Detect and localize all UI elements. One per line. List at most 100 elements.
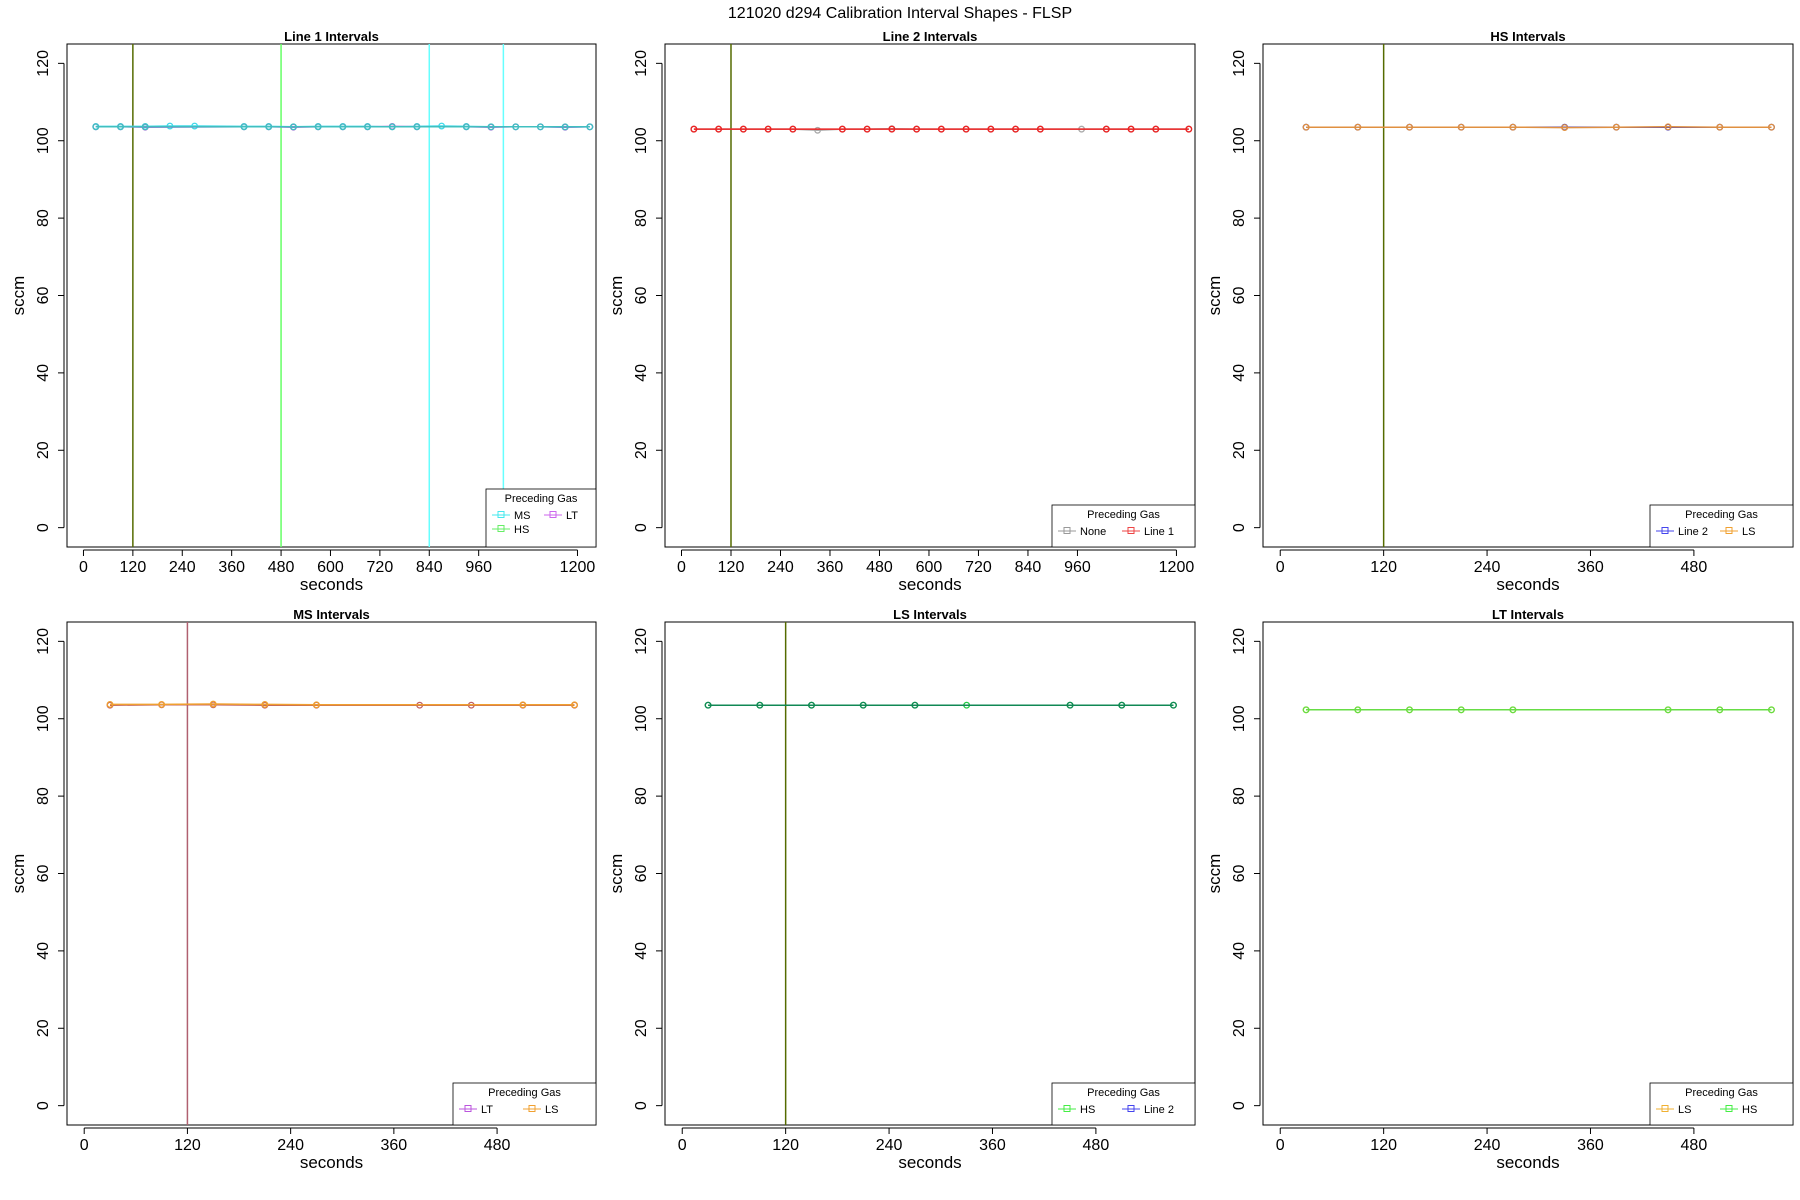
data-point [209,700,217,708]
y-tick-label: 80 [1231,787,1248,805]
legend-box [1649,1082,1794,1126]
panel-6: LT Intervals 0 120 240 360 480 seconds 0 20 40 60 8… [1205,607,1794,1172]
legend-swatch-marker [1725,527,1733,534]
data-point [808,701,815,709]
plot-frame [664,621,1196,1126]
y-tick-label: 60 [1231,865,1248,883]
x-tick-label: 120 [1370,1137,1397,1154]
legend-swatch-marker [549,511,557,518]
x-tick-label: 480 [866,559,893,576]
x-tick-label: 120 [174,1137,201,1154]
legend-entry-label: Line 1 [1144,526,1174,538]
legend-swatch-marker [528,1105,536,1112]
panel-4: MS Intervals 0 120 240 360 480 seconds 0 20 40 60 8… [9,607,597,1172]
x-tick-label: 360 [1577,1137,1604,1154]
x-tick-label: 480 [1681,1137,1708,1154]
data-point [117,123,124,131]
y-tick-label: 60 [35,287,52,305]
data-point [519,701,527,709]
legend-swatch-marker [1063,1105,1071,1112]
data-point [462,123,470,131]
data-point [1768,123,1775,131]
x-tick-label: 240 [1474,1137,1501,1154]
y-tick-label: 0 [633,1101,650,1110]
data-point [141,123,149,131]
data-point [715,125,723,133]
y-tick-label: 120 [633,628,650,655]
data-point [859,701,867,709]
y-tick-label: 100 [633,705,650,732]
x-tick-label: 360 [1577,559,1604,576]
data-point [888,125,896,133]
x-tick-label: 240 [876,1137,903,1154]
y-axis-label: sccm [607,276,626,316]
data-point [261,700,269,708]
plot-frame [66,43,597,548]
x-tick-label: 720 [367,559,394,576]
y-axis-label: sccm [1205,276,1224,316]
x-tick-label: 0 [678,1137,687,1154]
data-point [314,123,322,131]
legend-box [1051,504,1196,548]
panel-5: LS Intervals 0 120 240 360 480 seconds 0 20 40 60 8… [607,607,1196,1172]
data-point [487,123,495,131]
x-tick-label: 480 [1083,1137,1110,1154]
data-point [814,126,822,134]
y-tick-label: 40 [1231,942,1248,960]
series-ls [106,700,578,709]
x-tick-label: 360 [817,559,844,576]
y-axis-label: sccm [9,276,28,316]
data-point [1102,125,1110,133]
y-tick-label: 0 [1231,1101,1248,1110]
y-tick-label: 40 [1231,364,1248,382]
panel-3: HS Intervals 0 120 240 360 480 seconds 0 20 40 60 8… [1205,29,1794,594]
legend-entry-label: Line 2 [1144,1104,1174,1116]
x-axis-label: seconds [300,1153,363,1172]
data-point [512,123,520,131]
y-tick-label: 100 [1231,705,1248,732]
y-tick-label: 20 [633,1019,650,1037]
y-tick-label: 80 [633,209,650,227]
y-axis-label: sccm [9,854,28,894]
panel-title: Line 2 Intervals [883,29,978,44]
data-point [339,123,347,131]
series-line-1 [690,125,1193,133]
x-axis-label: seconds [1496,1153,1559,1172]
legend: Preceding Gas None Line 1 [1051,504,1196,548]
y-tick-label: 80 [35,209,52,227]
data-point [1612,123,1620,131]
data-point [312,701,320,709]
x-tick-label: 120 [1370,559,1397,576]
x-tick-label: 720 [965,559,992,576]
data-point [863,125,871,133]
x-tick-label: 0 [79,559,88,576]
data-point [561,123,569,131]
y-tick-label: 0 [35,1101,52,1110]
data-point [962,125,970,133]
data-point [789,125,797,133]
legend: Preceding Gas HS Line 2 [1051,1082,1196,1126]
plot-frame [1262,621,1794,1126]
legend-title: Preceding Gas [1087,1087,1160,1099]
y-tick-label: 40 [35,364,52,382]
data-point [388,123,396,131]
data-point [1509,706,1517,714]
legend-entry-label: MS [514,510,531,522]
data-point [92,123,100,131]
legend-title: Preceding Gas [505,493,578,505]
legend-title: Preceding Gas [1087,509,1160,521]
panel-title: LT Intervals [1492,607,1564,622]
data-point [838,125,846,133]
y-tick-label: 60 [633,287,650,305]
data-point [1354,706,1362,714]
legend-box [452,1082,597,1126]
data-point [1768,706,1775,714]
y-tick-label: 60 [633,865,650,883]
y-tick-label: 40 [35,942,52,960]
x-axis-label: seconds [1496,575,1559,594]
data-point [937,125,945,133]
x-tick-label: 480 [1681,559,1708,576]
data-point [1664,706,1672,714]
data-point [364,123,371,131]
